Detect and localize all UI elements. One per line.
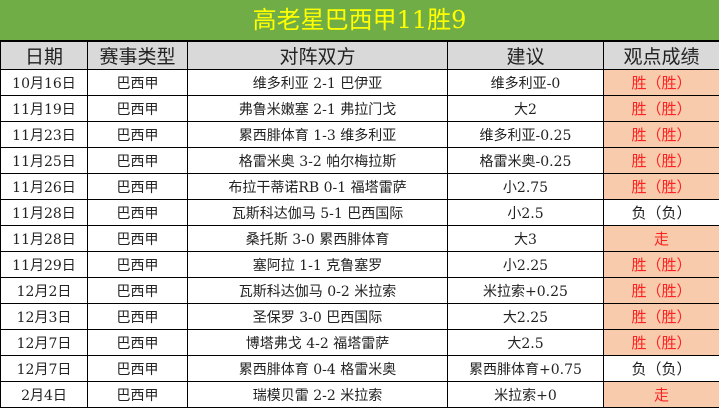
- league-cell: 巴西甲: [88, 70, 188, 96]
- result-cell: 负（负）: [604, 356, 719, 382]
- header-league: 赛事类型: [88, 42, 188, 70]
- tip-cell: 大2.5: [448, 330, 604, 356]
- result-cell: 胜（胜）: [604, 330, 719, 356]
- tip-cell: 小2.75: [448, 174, 604, 200]
- match-cell: 桑托斯 3-0 累西腓体育: [188, 226, 448, 252]
- date-cell: 11月28日: [1, 200, 88, 226]
- tip-cell: 维多利亚-0.25: [448, 122, 604, 148]
- date-cell: 10月16日: [1, 70, 88, 96]
- league-cell: 巴西甲: [88, 330, 188, 356]
- date-cell: 11月19日: [1, 96, 88, 122]
- tip-cell: 累西腓体育+0.75: [448, 356, 604, 382]
- match-cell: 瑞模贝雷 2-2 米拉索: [188, 382, 448, 408]
- league-cell: 巴西甲: [88, 96, 188, 122]
- result-cell: 胜（胜）: [604, 304, 719, 330]
- result-cell: 负（负）: [604, 200, 719, 226]
- date-cell: 11月29日: [1, 252, 88, 278]
- league-cell: 巴西甲: [88, 304, 188, 330]
- tip-cell: 小2.5: [448, 200, 604, 226]
- date-cell: 11月26日: [1, 174, 88, 200]
- result-cell: 胜（胜）: [604, 252, 719, 278]
- match-cell: 布拉干蒂诺RB 0-1 福塔雷萨: [188, 174, 448, 200]
- league-cell: 巴西甲: [88, 382, 188, 408]
- tip-cell: 维多利亚-0: [448, 70, 604, 96]
- header-row: 日期 赛事类型 对阵双方 建议 观点成绩: [1, 42, 719, 70]
- tip-cell: 大2.25: [448, 304, 604, 330]
- match-cell: 圣保罗 3-0 巴西国际: [188, 304, 448, 330]
- tip-cell: 大3: [448, 226, 604, 252]
- header-date: 日期: [1, 42, 88, 70]
- result-cell: 胜（胜）: [604, 96, 719, 122]
- league-cell: 巴西甲: [88, 278, 188, 304]
- league-cell: 巴西甲: [88, 122, 188, 148]
- match-cell: 塞阿拉 1-1 克鲁塞罗: [188, 252, 448, 278]
- result-cell: 胜（胜）: [604, 278, 719, 304]
- match-cell: 瓦斯科达伽马 0-2 米拉索: [188, 278, 448, 304]
- league-cell: 巴西甲: [88, 148, 188, 174]
- date-cell: 2月4日: [1, 382, 88, 408]
- tip-cell: 米拉索+0.25: [448, 278, 604, 304]
- match-cell: 弗鲁米嫩塞 2-1 弗拉门戈: [188, 96, 448, 122]
- tip-cell: 大2: [448, 96, 604, 122]
- result-cell: 走: [604, 382, 719, 408]
- header-tip: 建议: [448, 42, 604, 70]
- tip-cell: 格雷米奥-0.25: [448, 148, 604, 174]
- league-cell: 巴西甲: [88, 356, 188, 382]
- league-cell: 巴西甲: [88, 200, 188, 226]
- league-cell: 巴西甲: [88, 174, 188, 200]
- header-result: 观点成绩: [604, 42, 719, 70]
- header-match: 对阵双方: [188, 42, 448, 70]
- league-cell: 巴西甲: [88, 252, 188, 278]
- result-cell: 胜（胜）: [604, 148, 719, 174]
- match-cell: 瓦斯科达伽马 5-1 巴西国际: [188, 200, 448, 226]
- result-cell: 走: [604, 226, 719, 252]
- match-cell: 累西腓体育 0-4 格雷米奥: [188, 356, 448, 382]
- match-cell: 维多利亚 2-1 巴伊亚: [188, 70, 448, 96]
- date-cell: 12月2日: [1, 278, 88, 304]
- match-cell: 累西腓体育 1-3 维多利亚: [188, 122, 448, 148]
- match-cell: 博塔弗戈 4-2 福塔雷萨: [188, 330, 448, 356]
- tip-cell: 米拉索+0: [448, 382, 604, 408]
- date-cell: 11月25日: [1, 148, 88, 174]
- date-cell: 11月28日: [1, 226, 88, 252]
- result-cell: 胜（胜）: [604, 70, 719, 96]
- date-cell: 12月7日: [1, 356, 88, 382]
- results-table: 日期 赛事类型 对阵双方 建议 观点成绩 10月16日巴西甲维多利亚 2-1 巴…: [0, 41, 719, 408]
- tip-cell: 小2.25: [448, 252, 604, 278]
- date-cell: 12月3日: [1, 304, 88, 330]
- match-cell: 格雷米奥 3-2 帕尔梅拉斯: [188, 148, 448, 174]
- league-cell: 巴西甲: [88, 226, 188, 252]
- result-cell: 胜（胜）: [604, 174, 719, 200]
- result-cell: 胜（胜）: [604, 122, 719, 148]
- date-cell: 11月23日: [1, 122, 88, 148]
- page-title: 高老星巴西甲11胜9: [0, 0, 719, 41]
- date-cell: 12月7日: [1, 330, 88, 356]
